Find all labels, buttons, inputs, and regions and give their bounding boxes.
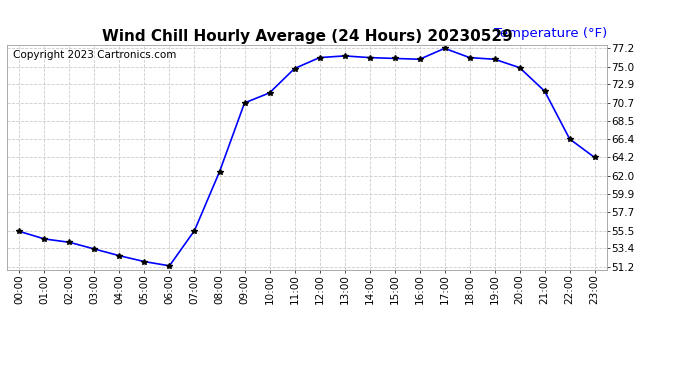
Text: Copyright 2023 Cartronics.com: Copyright 2023 Cartronics.com bbox=[13, 50, 176, 60]
Text: Temperature (°F): Temperature (°F) bbox=[494, 27, 607, 40]
Title: Wind Chill Hourly Average (24 Hours) 20230529: Wind Chill Hourly Average (24 Hours) 202… bbox=[101, 29, 513, 44]
